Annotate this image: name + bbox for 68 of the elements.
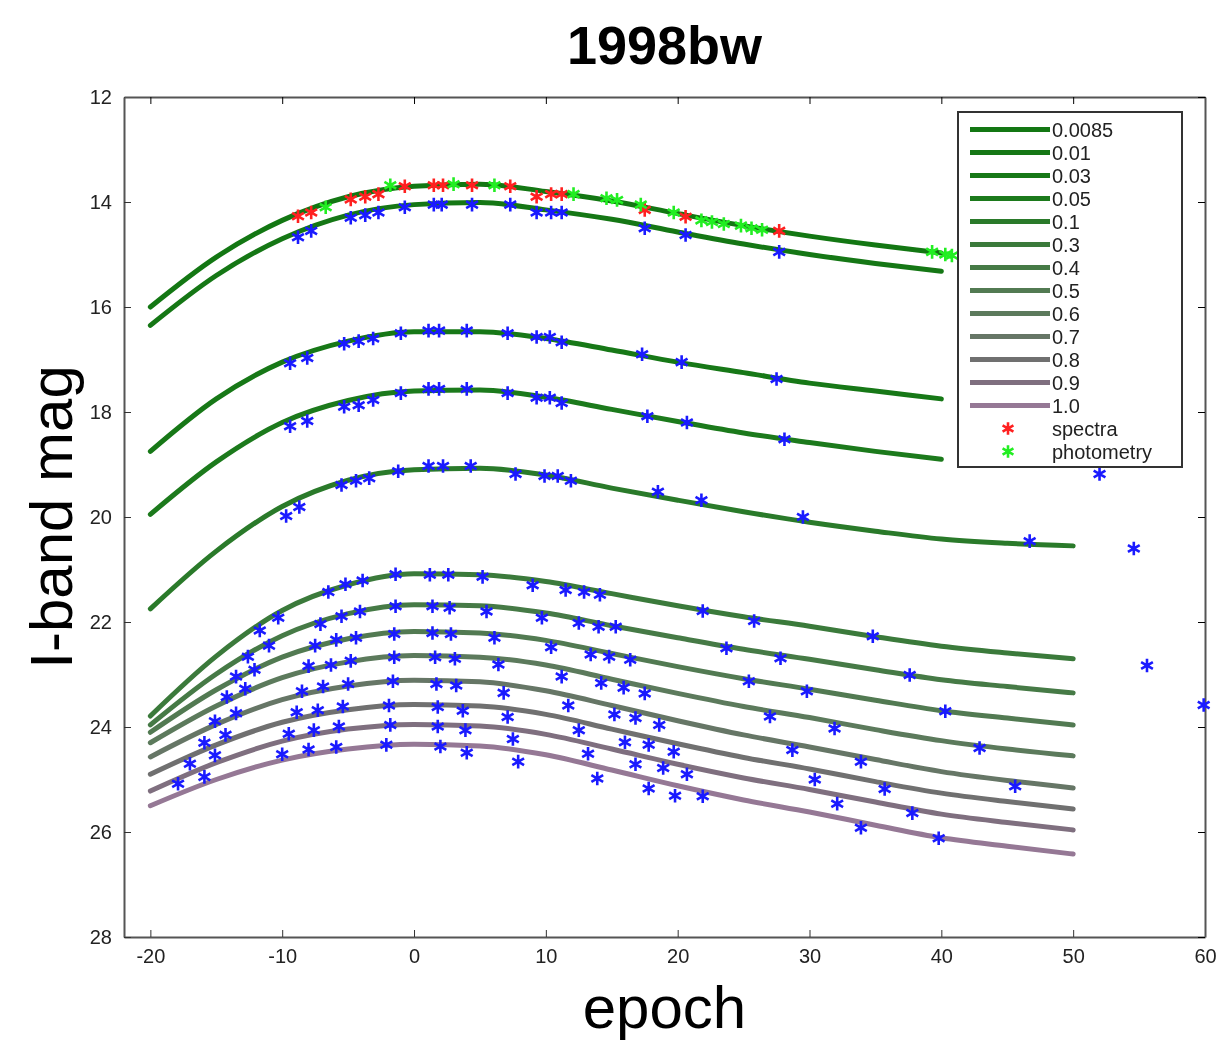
y-tick-label: 16	[89, 295, 112, 318]
point	[633, 196, 648, 213]
point	[426, 177, 441, 194]
point	[666, 204, 681, 221]
legend-label: 0.8	[1052, 348, 1080, 371]
legend-label: 0.6	[1052, 302, 1080, 325]
point	[716, 215, 732, 233]
legend-label: photometry	[1052, 440, 1153, 463]
legend-label: 0.01	[1052, 141, 1091, 164]
x-tick-label: 50	[1062, 945, 1085, 968]
x-tick-label: 10	[535, 945, 558, 968]
chart-title: 1998bw	[566, 15, 764, 75]
y-tick-label: 26	[89, 820, 112, 843]
point	[924, 243, 940, 260]
x-tick-label: -20	[136, 945, 166, 968]
legend-label: 0.03	[1052, 164, 1091, 187]
legend-label: 0.1	[1052, 210, 1080, 233]
point	[464, 177, 480, 194]
point	[446, 176, 461, 193]
point	[304, 204, 319, 221]
point	[358, 188, 373, 205]
legend-label: 0.7	[1052, 325, 1080, 348]
point	[566, 186, 581, 203]
point	[529, 188, 544, 205]
point	[704, 213, 720, 231]
legend-label: 0.05	[1052, 187, 1091, 210]
legend-label: 0.0085	[1052, 118, 1114, 141]
legend-label: 0.4	[1052, 256, 1080, 279]
point	[290, 208, 306, 225]
x-tick-label: 20	[667, 945, 690, 968]
y-tick-label: 24	[89, 715, 112, 738]
x-tick-label: 60	[1194, 945, 1217, 968]
x-tick-label: -10	[268, 945, 298, 968]
point	[397, 178, 412, 195]
x-tick-label: 0	[408, 945, 421, 968]
point	[371, 186, 386, 203]
y-tick-label: 22	[89, 610, 112, 633]
point	[694, 212, 709, 229]
point	[503, 178, 518, 195]
point	[318, 199, 333, 216]
point	[487, 177, 502, 194]
point	[744, 220, 759, 237]
legend-label: 0.5	[1052, 279, 1080, 302]
x-tick-label: 30	[798, 945, 822, 968]
legend-label: 0.3	[1052, 233, 1080, 256]
legend-label: spectra	[1052, 417, 1119, 440]
point	[678, 208, 693, 225]
y-tick-label: 12	[89, 85, 112, 108]
x-axis-title: epoch	[582, 974, 747, 1041]
point	[435, 177, 451, 194]
point	[754, 221, 770, 238]
y-tick-label: 18	[89, 400, 112, 423]
y-tick-label: 20	[89, 505, 112, 528]
x-tick-label: 40	[930, 945, 953, 968]
point	[733, 217, 749, 234]
legend-label: 1.0	[1052, 394, 1080, 417]
point	[772, 222, 787, 239]
y-tick-label: 14	[89, 190, 112, 213]
point	[599, 190, 614, 207]
point	[609, 191, 625, 208]
point	[554, 186, 569, 203]
point	[543, 186, 559, 203]
point	[343, 191, 358, 208]
y-axis-title: I-band mag	[18, 365, 85, 669]
point	[938, 246, 953, 263]
y-tick-label: 28	[89, 925, 112, 948]
legend-label: 0.9	[1052, 371, 1080, 394]
point	[383, 177, 398, 194]
